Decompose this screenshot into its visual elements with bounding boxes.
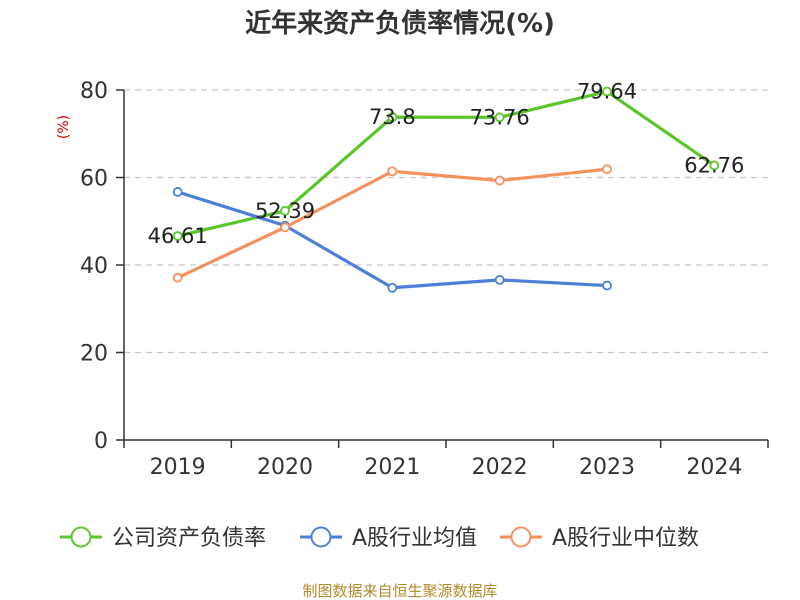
data-point [494,112,505,123]
data-label: 46.61 [148,224,208,248]
source-note: 制图数据来自恒生聚源数据库 [302,582,497,600]
legend-swatch-marker [310,526,332,548]
chart-title: 近年来资产负债率情况(%) [245,8,555,39]
data-label: 79.64 [577,80,637,104]
grid-lines [124,89,768,354]
x-tick-label: 2023 [579,455,635,480]
data-point [387,282,398,293]
data-point [387,166,398,177]
y-tick-label: 80 [80,79,108,104]
legend-label: A股行业中位数 [552,526,699,551]
data-labels: 46.61 52.39 73.8 73.76 79.64 62.76 [148,80,745,249]
data-point [280,222,290,233]
data-point [709,160,720,171]
y-tick-label: 60 [80,167,108,192]
data-point [280,205,290,216]
data-label: 73.8 [369,105,416,129]
legend: 公司资产负债率 A股行业均值 A股行业中位数 [60,526,699,551]
legend-label: 公司资产负债率 [112,526,266,551]
legend-swatch-marker [70,526,92,548]
x-tick-label: 2020 [257,455,313,480]
y-tick-label: 0 [94,429,108,454]
data-label: 62.76 [684,153,744,177]
legend-label: A股行业均值 [352,526,477,551]
series-3 [172,164,612,283]
data-point [602,86,612,97]
series-line [176,167,609,280]
data-point [494,274,505,285]
y-axis-unit: (%) [56,115,72,139]
x-tick-label: 2021 [364,455,420,480]
x-tick-label: 2022 [472,455,528,480]
legend-item: A股行业均值 [300,526,477,551]
data-point [602,280,612,291]
series-lines [172,86,720,293]
y-tick-label: 40 [80,254,108,279]
x-tick-label: 2019 [150,455,206,480]
x-tick-label: 2024 [686,455,742,480]
legend-item: 公司资产负债率 [60,526,266,551]
data-point [387,112,398,123]
series-line [176,89,716,238]
data-point [172,272,183,283]
data-point [172,231,183,241]
y-tick-label: 20 [80,342,108,367]
axes: 0 20 40 60 80 2019 2020 2021 2022 2023 2024 [80,79,769,480]
series-2 [172,187,612,293]
data-label: 73.76 [470,105,530,129]
data-label: 52.39 [255,199,315,223]
data-point [602,164,612,175]
legend-swatch-marker [510,526,532,548]
series-line [176,190,609,290]
data-point [172,187,183,197]
data-point [494,175,505,186]
legend-item: A股行业中位数 [500,526,699,551]
series-1 [172,86,720,241]
